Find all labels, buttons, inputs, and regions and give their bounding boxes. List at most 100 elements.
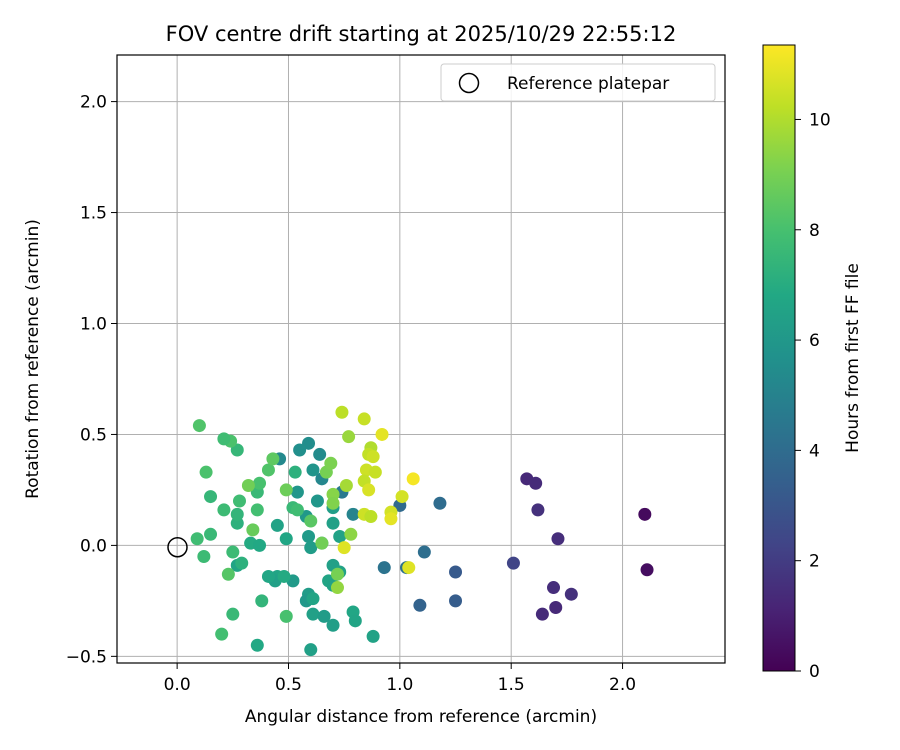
scatter-point <box>333 530 347 544</box>
scatter-point <box>330 567 344 581</box>
scatter-point <box>366 629 380 643</box>
scatter-point <box>217 432 231 446</box>
scatter-point <box>326 618 340 632</box>
colorbar-tick-label: 8 <box>809 221 820 241</box>
scatter-point <box>326 496 340 510</box>
scatter-point <box>362 483 376 497</box>
scatter-point <box>402 561 416 575</box>
scatter-point <box>640 563 654 577</box>
scatter-point <box>277 569 291 583</box>
y-tick-label: 0.5 <box>80 425 107 445</box>
scatter-point <box>279 609 293 623</box>
colorbar: 0 2 4 6 8 10 Hours from first FF file <box>762 44 863 682</box>
scatter-point <box>204 490 218 504</box>
colorbar-tick-label: 2 <box>809 552 820 572</box>
chart-title: FOV centre drift starting at 2025/10/29 … <box>166 22 677 46</box>
scatter-point <box>417 545 431 559</box>
scatter-point <box>290 503 304 517</box>
scatter-point <box>306 463 320 477</box>
scatter-point <box>317 609 331 623</box>
scatter-point <box>302 436 316 450</box>
scatter-point <box>235 556 249 570</box>
scatter-point <box>204 527 218 541</box>
x-tick-label: 0.0 <box>164 675 191 695</box>
scatter-point <box>346 507 360 521</box>
colorbar-tick-label: 6 <box>809 331 820 351</box>
scatter-point <box>290 485 304 499</box>
scatter-point <box>357 412 371 426</box>
scatter-point <box>190 532 204 546</box>
scatter-point <box>221 567 235 581</box>
legend-label: Reference platepar <box>507 74 669 94</box>
scatter-point <box>215 627 229 641</box>
x-tick-label: 0.5 <box>275 675 302 695</box>
x-tick-label: 1.5 <box>498 675 525 695</box>
scatter-point <box>330 581 344 595</box>
scatter-point <box>384 512 398 526</box>
x-tick-label: 2.0 <box>609 675 636 695</box>
scatter-point <box>364 510 378 524</box>
scatter-point <box>246 523 260 537</box>
scatter-point <box>253 538 267 552</box>
scatter-point <box>279 483 293 497</box>
scatter-point <box>302 530 316 544</box>
colorbar-tick-label: 0 <box>809 662 820 682</box>
x-tick-label: 1.0 <box>386 675 413 695</box>
scatter-point <box>638 507 652 521</box>
scatter-point <box>406 472 420 486</box>
scatter-point <box>199 465 213 479</box>
y-tick-label: 2.0 <box>80 93 107 113</box>
legend: Reference platepar <box>440 63 716 102</box>
scatter-point <box>226 607 240 621</box>
colorbar-tick-label: 10 <box>809 110 831 130</box>
scatter-point <box>335 405 349 419</box>
scatter-point <box>377 561 391 575</box>
scatter-point <box>313 447 327 461</box>
x-axis-label: Angular distance from reference (arcmin) <box>245 707 597 727</box>
legend-marker-icon <box>458 72 480 94</box>
reference-platepar-marker <box>167 536 188 558</box>
grid-lines <box>117 55 725 663</box>
scatter-point <box>366 450 380 464</box>
scatter-point <box>449 565 463 579</box>
scatter-point <box>217 503 231 517</box>
colorbar-label: Hours from first FF file <box>843 263 863 453</box>
scatter-point <box>270 518 284 532</box>
scatter-point <box>368 465 382 479</box>
y-tick-label: 1.5 <box>80 204 107 224</box>
scatter-point <box>413 598 427 612</box>
scatter-point <box>348 614 362 628</box>
plot-frame <box>116 54 726 664</box>
scatter-point <box>192 419 206 433</box>
scatter-point <box>261 569 275 583</box>
scatter-point <box>551 532 565 546</box>
colorbar-gradient <box>762 44 796 672</box>
scatter-point <box>241 478 255 492</box>
y-tick-label: −0.5 <box>66 647 107 667</box>
scatter-point <box>535 607 549 621</box>
scatter-point <box>306 607 320 621</box>
scatter-point <box>261 463 275 477</box>
scatter-point <box>310 494 324 508</box>
scatter-point <box>306 592 320 606</box>
colorbar-ticks: 0 2 4 6 8 10 <box>795 110 831 682</box>
scatter-point <box>232 494 246 508</box>
scatter-point <box>342 430 356 444</box>
scatter-point <box>197 549 211 563</box>
y-axis-ticks: −0.5 0.0 0.5 1.0 1.5 2.0 <box>66 93 117 667</box>
x-axis-ticks: 0.0 0.5 1.0 1.5 2.0 <box>164 663 636 695</box>
scatter-point <box>226 545 240 559</box>
scatter-point <box>250 503 264 517</box>
scatter-point <box>506 556 520 570</box>
scatter-point <box>375 427 389 441</box>
scatter-point <box>293 443 307 457</box>
scatter-point <box>529 476 543 490</box>
scatter-point <box>279 532 293 546</box>
scatter-point <box>564 587 578 601</box>
scatter-point <box>315 536 329 550</box>
scatter-point <box>288 465 302 479</box>
scatter-point <box>255 594 269 608</box>
scatter-point <box>337 541 351 555</box>
legend-box <box>440 63 716 102</box>
scatter-point <box>266 452 280 466</box>
